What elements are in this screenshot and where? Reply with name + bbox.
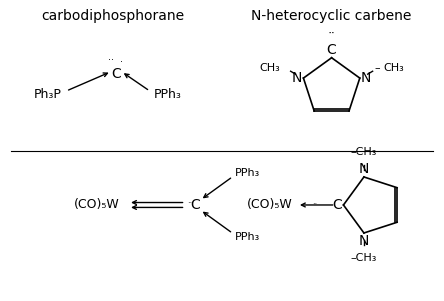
Text: C: C xyxy=(111,67,121,82)
Text: –CH₃: –CH₃ xyxy=(351,147,377,157)
Text: carbodiphosphorane: carbodiphosphorane xyxy=(41,9,184,23)
Text: CH₃: CH₃ xyxy=(259,63,280,73)
Text: C: C xyxy=(327,43,337,57)
Text: ··: ·· xyxy=(187,200,192,209)
Text: –: – xyxy=(375,63,381,73)
Text: N: N xyxy=(359,162,369,176)
Text: ··: ·· xyxy=(108,54,115,65)
Text: PPh₃: PPh₃ xyxy=(235,168,260,178)
Text: PPh₃: PPh₃ xyxy=(235,232,260,242)
Text: (CO)₅W: (CO)₅W xyxy=(246,198,292,212)
Text: N: N xyxy=(292,71,302,85)
Text: C: C xyxy=(190,198,200,212)
Text: N: N xyxy=(361,71,371,85)
Text: N: N xyxy=(359,234,369,248)
Text: Ph₃P: Ph₃P xyxy=(34,88,62,101)
Text: CH₃: CH₃ xyxy=(384,63,404,73)
Text: PPh₃: PPh₃ xyxy=(154,88,182,101)
Text: N-heterocyclic carbene: N-heterocyclic carbene xyxy=(251,9,412,23)
Text: –CH₃: –CH₃ xyxy=(351,253,377,262)
Text: ·: · xyxy=(120,57,123,67)
Text: ··: ·· xyxy=(312,200,317,209)
Text: (CO)₅W: (CO)₅W xyxy=(74,198,119,212)
Text: C: C xyxy=(333,198,342,212)
Text: ¨: ¨ xyxy=(327,33,334,47)
